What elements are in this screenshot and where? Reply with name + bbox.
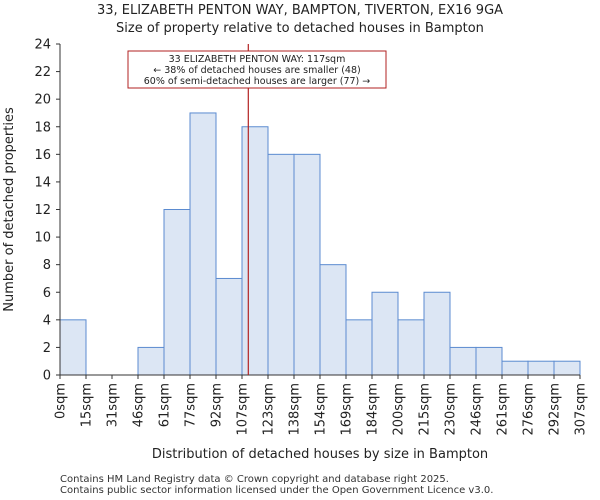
x-tick-label: 184sqm	[366, 383, 381, 436]
x-tick-label: 107sqm	[236, 383, 251, 436]
x-tick-label: 154sqm	[314, 383, 329, 436]
x-axis-title: Distribution of detached houses by size …	[152, 447, 488, 462]
x-tick-label: 92sqm	[210, 383, 225, 427]
histogram-bar	[163, 209, 191, 376]
y-tick-label: 6	[43, 286, 51, 301]
histogram-bar	[371, 291, 399, 376]
histogram-bar	[553, 360, 581, 376]
x-tick-label: 169sqm	[340, 383, 355, 436]
histogram-bar	[475, 346, 503, 376]
annotation-line-1: 33 ELIZABETH PENTON WAY: 117sqm	[169, 54, 346, 65]
histogram-bar	[215, 277, 243, 376]
y-tick-label: 12	[34, 203, 51, 218]
y-tick-label: 0	[43, 369, 51, 384]
y-tick-label: 20	[34, 93, 51, 108]
histogram-bar	[137, 346, 165, 376]
histogram-bar	[59, 319, 87, 376]
y-tick-label: 8	[43, 258, 51, 273]
histogram-bar	[449, 346, 477, 376]
histogram-bar	[319, 264, 347, 376]
x-tick-label: 215sqm	[418, 383, 433, 436]
x-tick-label: 230sqm	[444, 383, 459, 436]
annotation-box	[127, 50, 387, 89]
histogram-bar	[397, 319, 425, 376]
footer-licence: Contains public sector information licen…	[60, 485, 494, 496]
x-tick-label: 61sqm	[158, 383, 173, 427]
y-tick-label: 24	[34, 38, 51, 53]
histogram-bar	[293, 153, 321, 376]
x-tick-label: 138sqm	[288, 383, 303, 436]
x-tick-label: 292sqm	[548, 383, 563, 436]
footer-copyright: Contains HM Land Registry data © Crown c…	[60, 474, 449, 485]
chart-subtitle: Size of property relative to detached ho…	[116, 21, 484, 36]
x-tick-label: 77sqm	[184, 383, 199, 427]
x-tick-label: 246sqm	[470, 383, 485, 436]
annotation-line-2: ← 38% of detached houses are smaller (48…	[153, 65, 360, 76]
x-tick-label: 123sqm	[262, 383, 277, 436]
x-tick-label: 200sqm	[392, 383, 407, 436]
histogram-bar	[345, 319, 373, 376]
histogram-bar	[189, 112, 217, 376]
x-tick-label: 0sqm	[54, 383, 69, 419]
chart-title: 33, ELIZABETH PENTON WAY, BAMPTON, TIVER…	[96, 3, 504, 18]
histogram-bar	[267, 153, 295, 376]
x-tick-label: 46sqm	[132, 383, 147, 427]
histogram-bar	[501, 360, 529, 376]
y-tick-label: 14	[34, 175, 51, 190]
y-axis-title: Number of detached properties	[2, 107, 17, 312]
y-tick-label: 4	[43, 313, 51, 328]
y-tick-label: 16	[34, 148, 51, 163]
y-tick-label: 22	[34, 65, 51, 80]
x-tick-label: 31sqm	[106, 383, 121, 427]
x-tick-label: 276sqm	[522, 383, 537, 436]
x-tick-label: 15sqm	[80, 383, 95, 427]
annotation-line-3: 60% of semi-detached houses are larger (…	[144, 76, 371, 87]
y-tick-label: 18	[34, 120, 51, 135]
x-tick-label: 307sqm	[574, 383, 589, 436]
y-tick-label: 10	[34, 231, 51, 246]
x-tick-label: 261sqm	[496, 383, 511, 436]
histogram-bar	[241, 126, 269, 376]
histogram-bar	[527, 360, 555, 376]
y-tick-label: 2	[43, 341, 51, 356]
histogram-bar	[423, 291, 451, 376]
